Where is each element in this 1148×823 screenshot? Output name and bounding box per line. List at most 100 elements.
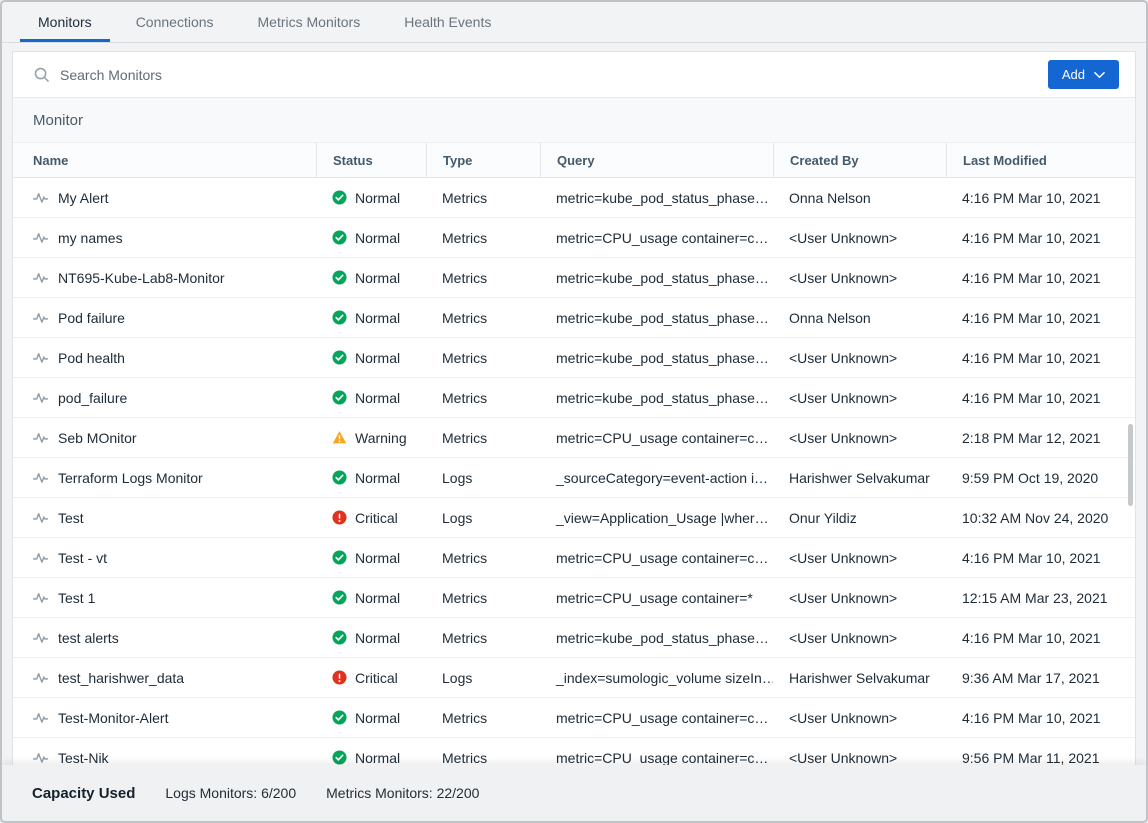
monitor-name-cell[interactable]: my names — [13, 218, 316, 257]
column-header-status[interactable]: Status — [316, 143, 426, 177]
table-row[interactable]: test_harishwer_data Critical Logs _index=su… — [13, 658, 1135, 698]
monitor-type-cell: Metrics — [442, 549, 488, 566]
monitor-last-modified-cell: 12:15 AM Mar 23, 2021 — [962, 589, 1108, 606]
column-header-created-by[interactable]: Created By — [773, 143, 946, 177]
tab-monitors-label: Monitors — [38, 14, 92, 30]
monitor-name: test alerts — [58, 629, 119, 646]
monitor-status-cell: Normal — [316, 338, 426, 377]
monitor-last-modified-cell: 4:16 PM Mar 10, 2021 — [962, 389, 1101, 406]
monitor-name-cell[interactable]: Pod health — [13, 338, 316, 377]
monitor-name-cell[interactable]: Test-Nik — [13, 738, 316, 777]
table-row[interactable]: Test-Monitor-Alert Normal Metrics metric=CP… — [13, 698, 1135, 738]
monitor-query-cell: metric=CPU_usage container=c… — [556, 749, 769, 766]
capacity-used-label: Capacity Used — [32, 784, 136, 802]
status-label: Normal — [355, 629, 401, 646]
monitors-panel: Add Monitor Name Status Type Query Creat… — [12, 51, 1136, 821]
table-row[interactable]: pod_failure Normal Metrics metric=kube_pod_… — [13, 378, 1135, 418]
monitor-created-by-cell: <User Unknown> — [789, 749, 898, 766]
monitor-type-cell: Metrics — [442, 389, 488, 406]
table-row[interactable]: Terraform Logs Monitor Normal Logs _sourceC… — [13, 458, 1135, 498]
status-normal-icon — [332, 470, 347, 485]
tab-health-events[interactable]: Health Events — [382, 2, 513, 42]
monitor-type-cell: Logs — [442, 509, 473, 526]
section-header: Monitor — [13, 98, 1135, 142]
monitor-name-cell[interactable]: NT695-Kube-Lab8-Monitor — [13, 258, 316, 297]
table-row[interactable]: Test - vt Normal Metrics metric=CPU_usage c… — [13, 538, 1135, 578]
monitor-type-cell: Logs — [442, 469, 473, 486]
table-row[interactable]: Test Critical Logs _view=Application_Usage … — [13, 498, 1135, 538]
monitor-name: Seb MOnitor — [58, 429, 137, 446]
logs-monitors-count: Logs Monitors: 6/200 — [165, 785, 297, 801]
column-header-last-modified[interactable]: Last Modified — [946, 143, 1135, 177]
monitor-name-cell[interactable]: Test — [13, 498, 316, 537]
monitor-query-cell: _sourceCategory=event-action i… — [556, 469, 769, 486]
monitor-name-cell[interactable]: test alerts — [13, 618, 316, 657]
monitor-name: NT695-Kube-Lab8-Monitor — [58, 269, 225, 286]
monitor-name: Test — [58, 509, 84, 526]
monitor-pulse-icon — [33, 190, 48, 205]
status-label: Normal — [355, 269, 401, 286]
monitor-name: Test 1 — [58, 589, 96, 606]
monitor-created-by-cell: <User Unknown> — [789, 269, 898, 286]
monitor-name-cell[interactable]: Test-Monitor-Alert — [13, 698, 316, 737]
column-header-type[interactable]: Type — [426, 143, 540, 177]
scrollbar-thumb[interactable] — [1128, 424, 1133, 506]
status-label: Critical — [355, 669, 398, 686]
monitor-name-cell[interactable]: Terraform Logs Monitor — [13, 458, 316, 497]
search-input[interactable] — [60, 66, 1048, 83]
monitor-query-cell: metric=CPU_usage container=c… — [556, 549, 769, 566]
monitor-last-modified-cell: 2:18 PM Mar 12, 2021 — [962, 429, 1101, 446]
monitor-type-cell: Metrics — [442, 589, 488, 606]
monitor-created-by-cell: Onna Nelson — [789, 309, 871, 326]
status-label: Normal — [355, 709, 401, 726]
monitor-last-modified-cell: 10:32 AM Nov 24, 2020 — [962, 509, 1109, 526]
monitor-type-cell: Metrics — [442, 429, 488, 446]
status-normal-icon — [332, 190, 347, 205]
tab-monitors[interactable]: Monitors — [16, 2, 114, 42]
status-label: Normal — [355, 309, 401, 326]
table-row[interactable]: Pod health Normal Metrics metric=kube_pod_s… — [13, 338, 1135, 378]
status-critical-icon — [332, 670, 347, 685]
status-label: Normal — [355, 349, 401, 366]
monitor-query-cell: metric=kube_pod_status_phase… — [556, 309, 769, 326]
monitor-query-cell: metric=CPU_usage container=c… — [556, 229, 769, 246]
table-row[interactable]: Test 1 Normal Metrics metric=CPU_usage cont… — [13, 578, 1135, 618]
monitor-name-cell[interactable]: Pod failure — [13, 298, 316, 337]
tab-metrics-monitors[interactable]: Metrics Monitors — [236, 2, 383, 42]
monitor-status-cell: Normal — [316, 298, 426, 337]
monitor-name-cell[interactable]: test_harishwer_data — [13, 658, 316, 697]
status-normal-icon — [332, 750, 347, 765]
monitor-last-modified-cell: 4:16 PM Mar 10, 2021 — [962, 309, 1101, 326]
monitor-name: Test - vt — [58, 549, 108, 566]
monitor-name-cell[interactable]: pod_failure — [13, 378, 316, 417]
monitor-created-by-cell: Harishwer Selvakumar — [789, 469, 930, 486]
column-header-query[interactable]: Query — [540, 143, 773, 177]
monitor-status-cell: Critical — [316, 498, 426, 537]
monitor-name-cell[interactable]: Test - vt — [13, 538, 316, 577]
monitor-name-cell[interactable]: Seb MOnitor — [13, 418, 316, 457]
tab-connections[interactable]: Connections — [114, 2, 236, 42]
table-row[interactable]: Seb MOnitor Warning Metrics metric=CPU_usag… — [13, 418, 1135, 458]
status-normal-icon — [332, 350, 347, 365]
column-header-name[interactable]: Name — [33, 152, 69, 168]
monitor-status-cell: Normal — [316, 258, 426, 297]
status-label: Normal — [355, 589, 401, 606]
monitor-pulse-icon — [33, 310, 48, 325]
table-row[interactable]: test alerts Normal Metrics metric=kube_pod_… — [13, 618, 1135, 658]
table-row[interactable]: my names Normal Metrics metric=CPU_usage co… — [13, 218, 1135, 258]
add-button[interactable]: Add — [1047, 60, 1119, 89]
status-label: Normal — [355, 389, 401, 406]
monitor-name-cell[interactable]: My Alert — [13, 178, 316, 217]
monitor-name-cell[interactable]: Test 1 — [13, 578, 316, 617]
table-row[interactable]: My Alert Normal Metrics metric=kube_pod_sta… — [13, 178, 1135, 218]
monitor-status-cell: Normal — [316, 578, 426, 617]
monitor-pulse-icon — [33, 270, 48, 285]
table-row[interactable]: NT695-Kube-Lab8-Monitor Normal Metrics metr… — [13, 258, 1135, 298]
monitor-query-cell: metric=CPU_usage container=c… — [556, 429, 769, 446]
table-row[interactable]: Pod failure Normal Metrics metric=kube_pod_… — [13, 298, 1135, 338]
monitor-created-by-cell: Onna Nelson — [789, 189, 871, 206]
status-normal-icon — [332, 230, 347, 245]
status-label: Warning — [355, 429, 407, 446]
tab-connections-label: Connections — [135, 14, 214, 30]
